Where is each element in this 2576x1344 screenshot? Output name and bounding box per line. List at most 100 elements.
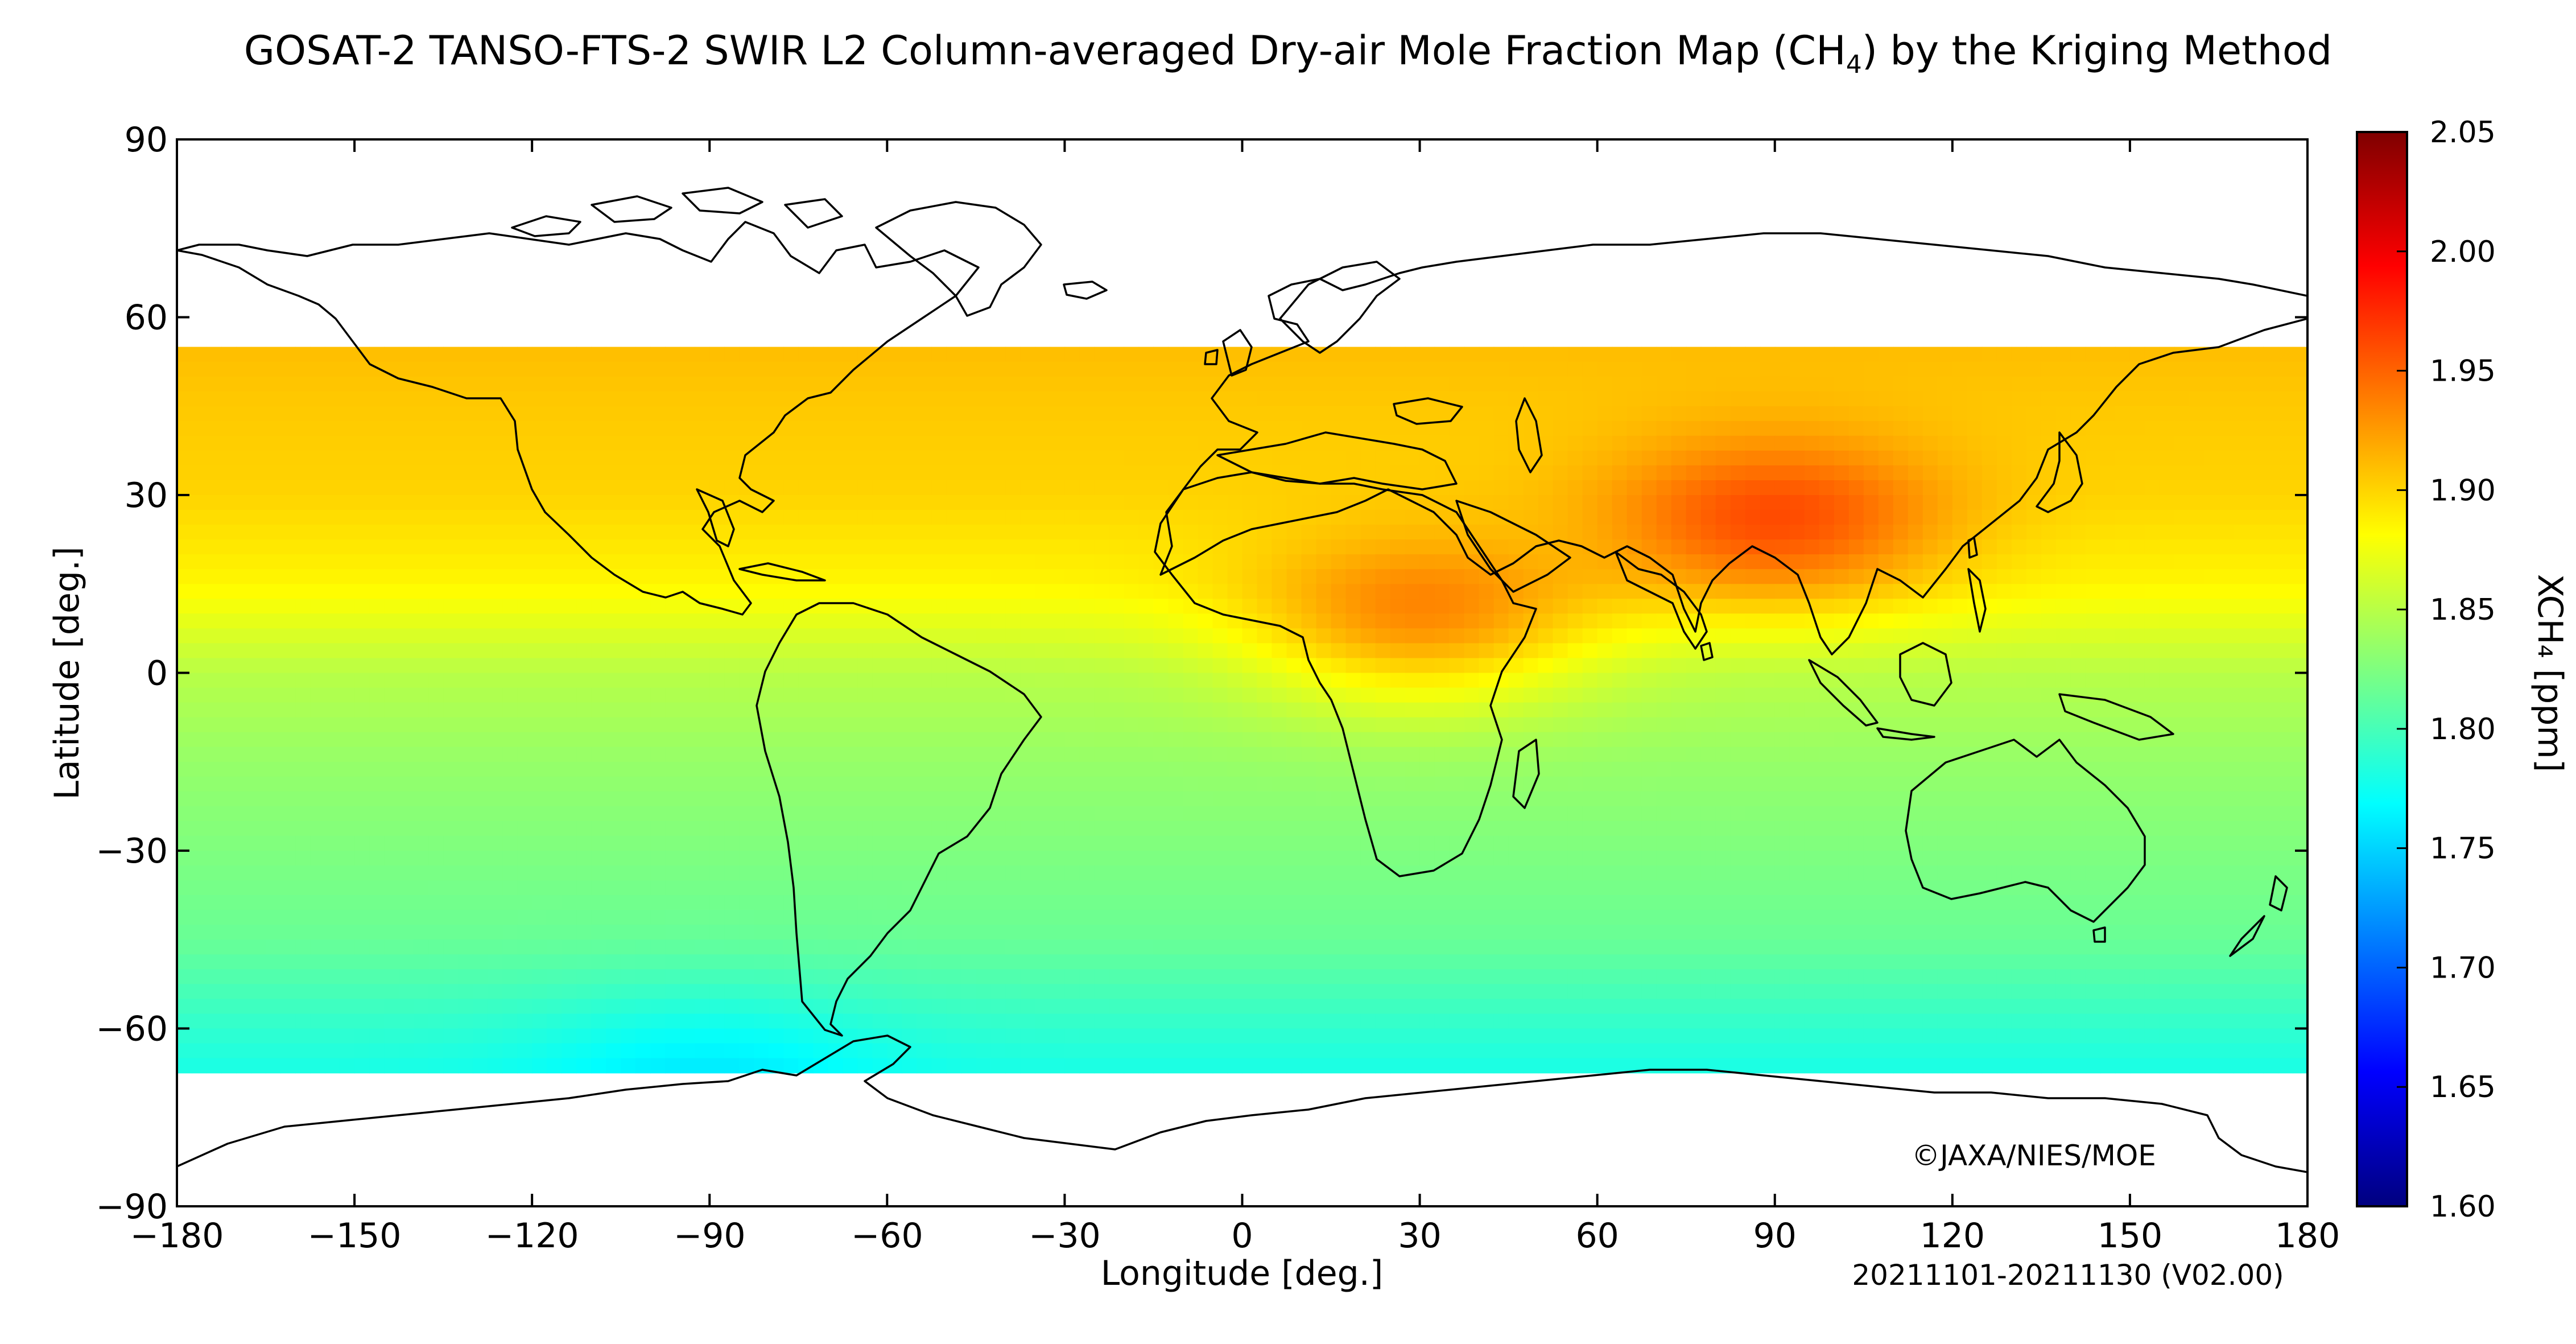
heatmap-cell	[2293, 525, 2307, 540]
heatmap-cell	[576, 851, 592, 866]
heatmap-cell	[857, 747, 873, 762]
heatmap-cell	[1094, 361, 1110, 377]
heatmap-cell	[1375, 821, 1391, 836]
heatmap-cell	[1981, 717, 1997, 733]
heatmap-cell	[1168, 658, 1184, 674]
heatmap-cell	[739, 420, 755, 436]
heatmap-cell	[843, 613, 858, 629]
heatmap-cell	[961, 747, 977, 762]
heatmap-cell	[1405, 732, 1421, 748]
heatmap-cell	[221, 465, 237, 481]
heatmap-cell	[1730, 613, 1746, 629]
heatmap-cell	[976, 613, 992, 629]
heatmap-cell	[428, 732, 444, 748]
heatmap-cell	[443, 599, 459, 615]
heatmap-cell	[1345, 613, 1361, 629]
heatmap-cell	[532, 643, 547, 659]
heatmap-cell	[1597, 643, 1613, 659]
heatmap-cell	[1390, 702, 1406, 718]
heatmap-cell	[769, 613, 785, 629]
heatmap-cell	[1745, 376, 1761, 392]
heatmap-cell	[990, 435, 1006, 451]
heatmap-cell	[1094, 702, 1110, 718]
heatmap-cell	[1523, 806, 1539, 822]
heatmap-cell	[547, 747, 562, 762]
heatmap-cell	[946, 628, 962, 644]
heatmap-cell	[1345, 361, 1361, 377]
heatmap-cell	[458, 673, 473, 689]
heatmap-cell	[1700, 806, 1716, 822]
heatmap-cell	[1597, 687, 1613, 703]
heatmap-cell	[2278, 658, 2293, 674]
heatmap-cell	[961, 599, 977, 615]
heatmap-cell	[1908, 717, 1923, 733]
heatmap-cell	[828, 717, 844, 733]
heatmap-cell	[340, 554, 355, 570]
heatmap-cell	[1878, 376, 1894, 392]
heatmap-cell	[399, 821, 414, 836]
heatmap-cell	[2189, 791, 2205, 807]
heatmap-cell	[1257, 643, 1273, 659]
heatmap-cell	[1567, 628, 1583, 644]
heatmap-cell	[414, 851, 429, 866]
heatmap-cell	[384, 806, 399, 822]
heatmap-cell	[813, 806, 829, 822]
heatmap-cell	[1553, 495, 1568, 510]
heatmap-cell	[990, 361, 1006, 377]
heatmap-cell	[2055, 643, 2071, 659]
heatmap-cell	[1153, 347, 1169, 362]
heatmap-cell	[1774, 435, 1790, 451]
heatmap-cell	[236, 687, 251, 703]
heatmap-cell	[1700, 776, 1716, 792]
heatmap-cell	[266, 420, 281, 436]
heatmap-cell	[990, 687, 1006, 703]
heatmap-cell	[2115, 510, 2131, 525]
heatmap-cell	[1996, 658, 2012, 674]
heatmap-cell	[857, 554, 873, 570]
heatmap-cell	[606, 450, 621, 466]
heatmap-cell	[1138, 420, 1154, 436]
heatmap-cell	[1094, 406, 1110, 422]
heatmap-cell	[1242, 761, 1258, 777]
heatmap-cell	[1893, 747, 1909, 762]
heatmap-cell	[1479, 465, 1495, 481]
heatmap-cell	[221, 510, 237, 525]
heatmap-cell	[2189, 406, 2205, 422]
heatmap-cell	[1582, 628, 1598, 644]
heatmap-cell	[2189, 569, 2205, 584]
heatmap-cell	[1198, 806, 1213, 822]
heatmap-cell	[1109, 554, 1125, 570]
heatmap-cell	[443, 732, 459, 748]
heatmap-cell	[1079, 406, 1095, 422]
heatmap-cell	[946, 791, 962, 807]
heatmap-cell	[414, 776, 429, 792]
heatmap-cell	[369, 791, 385, 807]
heatmap-cell	[1774, 628, 1790, 644]
heatmap-cell	[1760, 791, 1776, 807]
heatmap-cell	[2248, 539, 2264, 555]
heatmap-cell	[606, 406, 621, 422]
heatmap-cell	[1863, 836, 1879, 851]
heatmap-cell	[2026, 717, 2042, 733]
heatmap-cell	[2248, 569, 2264, 584]
heatmap-cell	[2011, 687, 2027, 703]
heatmap-cell	[1582, 495, 1598, 510]
heatmap-cell	[1286, 525, 1302, 540]
heatmap-cell	[1996, 569, 2012, 584]
heatmap-cell	[325, 406, 340, 422]
heatmap-cell	[266, 347, 281, 362]
heatmap-cell	[2278, 450, 2293, 466]
heatmap-cell	[517, 525, 532, 540]
heatmap-cell	[1789, 717, 1805, 733]
heatmap-cell	[2100, 584, 2116, 600]
heatmap-cell	[2144, 554, 2160, 570]
heatmap-cell	[1286, 495, 1302, 510]
heatmap-cell	[709, 584, 725, 600]
heatmap-cell	[236, 628, 251, 644]
heatmap-cell	[192, 702, 207, 718]
heatmap-cell	[1138, 673, 1154, 689]
heatmap-cell	[1641, 361, 1657, 377]
heatmap-cell	[251, 435, 266, 451]
heatmap-cell	[251, 510, 266, 525]
heatmap-cell	[1079, 495, 1095, 510]
